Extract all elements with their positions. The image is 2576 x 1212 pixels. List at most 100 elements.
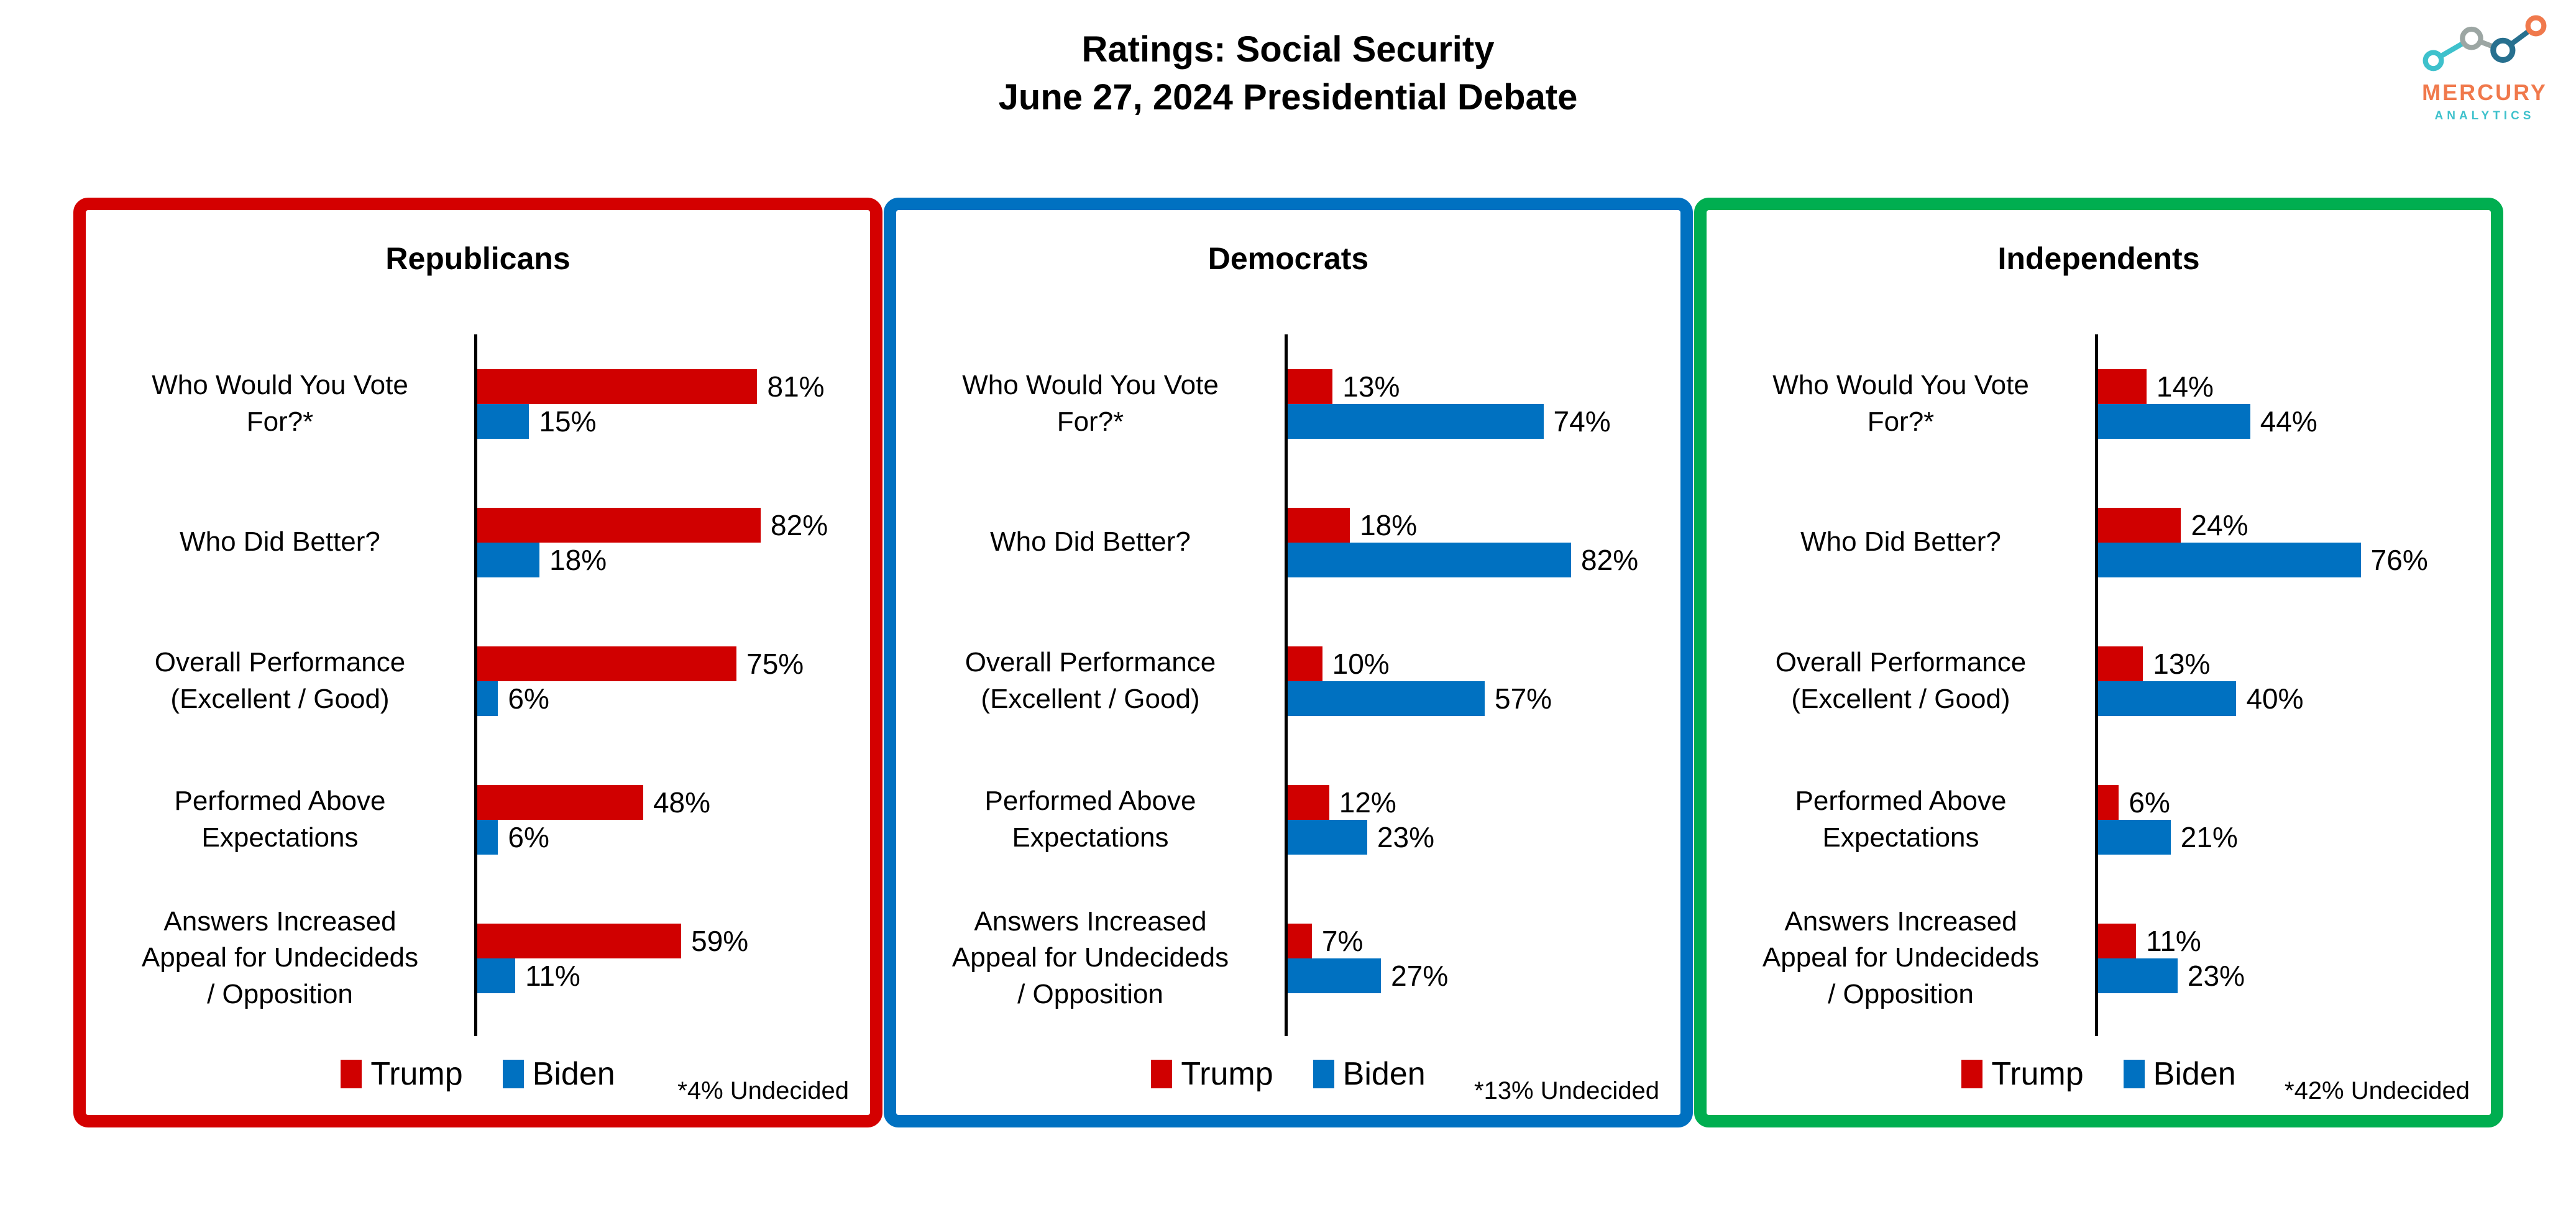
biden-bar-line: 74% — [1288, 403, 1680, 439]
trump-bar-line: 75% — [477, 646, 870, 681]
chart-row: Who Would You Vote For?* 13% 74% — [896, 334, 1680, 473]
bar-pair: 24% 76% — [2098, 507, 2491, 577]
trump-bar — [2098, 507, 2181, 543]
biden-bar-line: 76% — [2098, 542, 2491, 577]
trump-value-label: 13% — [2153, 647, 2211, 680]
trump-bar — [2098, 369, 2147, 404]
trump-bar — [1288, 507, 1350, 543]
page-title-line1: Ratings: Social Security — [1081, 29, 1495, 70]
biden-value-label: 82% — [1581, 543, 1639, 576]
legend-biden-swatch — [1313, 1060, 1334, 1088]
biden-bar — [2098, 958, 2178, 993]
trump-bar-line: 13% — [2098, 646, 2491, 681]
panel-title-independents: Independents — [1997, 241, 2200, 276]
category-label: Overall Performance (Excellent / Good) — [154, 647, 406, 714]
legend-trump-swatch — [1961, 1060, 1983, 1088]
biden-bar — [1288, 819, 1367, 855]
page-title-line2: June 27, 2024 Presidential Debate — [998, 76, 1578, 117]
category-label: Answers Increased Appeal for Undecideds … — [951, 906, 1229, 1009]
legend-item-biden: Biden — [1313, 1055, 1426, 1093]
category-label: Who Would You Vote For?* — [962, 370, 1219, 437]
chart-row: Performed Above Expectations 48% 6% — [86, 750, 870, 889]
trump-value-label: 12% — [1339, 786, 1396, 819]
trump-bar — [2098, 646, 2143, 681]
axis-line — [2095, 334, 2098, 1036]
trump-bar-line: 14% — [2098, 369, 2491, 404]
trump-value-label: 48% — [653, 786, 711, 819]
logo-brand-text: MERCURY — [2422, 80, 2547, 105]
trump-bar — [477, 784, 643, 820]
biden-bar-line: 27% — [1288, 958, 1680, 993]
trump-value-label: 10% — [1332, 647, 1390, 680]
trump-value-label: 6% — [2129, 786, 2170, 819]
category-label: Who Did Better? — [180, 526, 380, 558]
trump-value-label: 14% — [2156, 370, 2214, 403]
biden-value-label: 6% — [508, 820, 549, 853]
category-label: Answers Increased Appeal for Undecideds … — [141, 906, 419, 1009]
chart-row: Overall Performance (Excellent / Good) 13… — [1707, 612, 2491, 750]
trump-value-label: 7% — [1321, 924, 1364, 957]
footnote-undecided: *13% Undecided — [1474, 1077, 1659, 1104]
legend-item-trump: Trump — [341, 1055, 463, 1093]
chart-row: Who Would You Vote For?* 81% 15% — [86, 334, 870, 473]
biden-bar-line: 18% — [477, 542, 870, 577]
footnote-undecided: *42% Undecided — [2285, 1077, 2470, 1104]
biden-bar — [2098, 681, 2237, 716]
legend-trump-label: Trump — [370, 1056, 463, 1092]
bar-pair: 48% 6% — [477, 784, 870, 855]
chart-independents: Who Would You Vote For?* 14% 44% Who Did Be… — [1707, 334, 2491, 1036]
legend-trump-label: Trump — [1181, 1056, 1273, 1092]
biden-bar — [1288, 542, 1572, 577]
trump-bar — [1288, 923, 1312, 958]
trump-bar — [477, 923, 682, 958]
biden-bar-line: 15% — [477, 403, 870, 439]
biden-bar-line: 23% — [1288, 819, 1680, 855]
trump-bar — [1288, 369, 1333, 404]
biden-value-label: 6% — [508, 682, 549, 715]
chart-row: Answers Increased Appeal for Undecideds … — [1707, 889, 2491, 1027]
legend-trump-label: Trump — [1991, 1056, 2084, 1092]
legend: Trump Biden — [86, 1055, 870, 1093]
trump-bar-line: 59% — [477, 923, 870, 958]
biden-bar-line: 21% — [2098, 819, 2491, 855]
chart-row: Who Did Better? 82% 18% — [86, 473, 870, 612]
trump-value-label: 59% — [691, 924, 749, 957]
legend-biden-swatch — [2123, 1060, 2145, 1088]
bar-pair: 59% 11% — [477, 923, 870, 993]
trump-bar-line: 24% — [2098, 507, 2491, 543]
trump-value-label: 82% — [771, 508, 828, 541]
legend-biden-label: Biden — [1342, 1056, 1426, 1092]
bar-pair: 14% 44% — [2098, 369, 2491, 439]
trump-bar-line: 6% — [2098, 784, 2491, 820]
panel-title-democrats: Democrats — [1208, 241, 1369, 276]
biden-value-label: 40% — [2246, 682, 2304, 715]
chart-republicans: Who Would You Vote For?* 81% 15% Who Did Be… — [86, 334, 870, 1036]
trump-bar — [477, 507, 761, 543]
biden-bar — [1288, 681, 1485, 716]
biden-value-label: 76% — [2370, 543, 2428, 576]
trump-value-label: 24% — [2191, 508, 2248, 541]
legend: Trump Biden — [896, 1055, 1680, 1093]
biden-value-label: 11% — [525, 959, 580, 992]
trump-bar-line: 7% — [1288, 923, 1680, 958]
chart-row: Answers Increased Appeal for Undecideds … — [896, 889, 1680, 1027]
biden-bar-line: 11% — [477, 958, 870, 993]
legend-trump-swatch — [341, 1060, 362, 1088]
chart-row: Who Would You Vote For?* 14% 44% — [1707, 334, 2491, 473]
biden-value-label: 44% — [2260, 405, 2317, 438]
axis-line — [1285, 334, 1288, 1036]
chart-row: Performed Above Expectations 12% 23% — [896, 750, 1680, 889]
chart-row: Overall Performance (Excellent / Good) 75… — [86, 612, 870, 750]
biden-value-label: 23% — [1377, 820, 1434, 853]
bar-pair: 6% 21% — [2098, 784, 2491, 855]
bar-pair: 82% 18% — [477, 507, 870, 577]
mercury-analytics-logo: MERCURY ANALYTICS — [2407, 9, 2562, 123]
legend-trump-swatch — [1151, 1060, 1173, 1088]
category-label: Who Would You Vote For?* — [1772, 370, 2029, 437]
footnote-undecided: *4% Undecided — [677, 1077, 849, 1104]
biden-value-label: 74% — [1553, 405, 1611, 438]
biden-bar — [2098, 542, 2361, 577]
trump-value-label: 75% — [746, 647, 804, 680]
trump-value-label: 11% — [2146, 924, 2201, 957]
